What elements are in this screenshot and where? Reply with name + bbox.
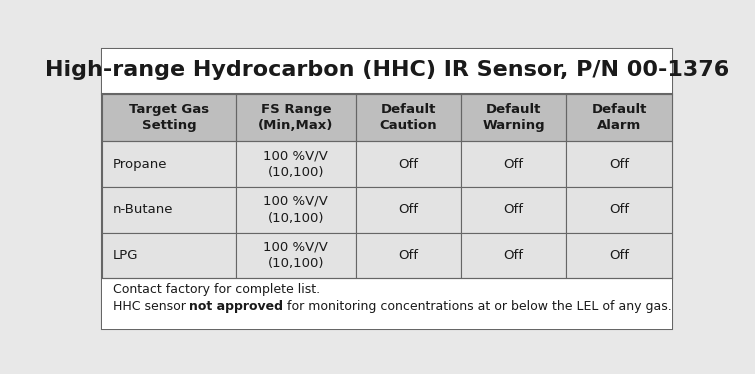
Bar xyxy=(236,187,356,233)
Bar xyxy=(102,94,672,278)
Text: Default
Caution: Default Caution xyxy=(380,103,437,132)
Text: Off: Off xyxy=(399,249,418,262)
Text: Off: Off xyxy=(504,249,524,262)
Text: Default
Alarm: Default Alarm xyxy=(591,103,647,132)
Bar xyxy=(102,141,236,187)
Text: Default
Warning: Default Warning xyxy=(482,103,545,132)
Text: Off: Off xyxy=(504,158,524,171)
Bar xyxy=(461,187,566,233)
Text: for monitoring concentrations at or below the LEL of any gas.: for monitoring concentrations at or belo… xyxy=(283,300,672,313)
Bar xyxy=(461,94,566,141)
Bar xyxy=(102,94,236,141)
Text: Propane: Propane xyxy=(112,158,167,171)
Bar xyxy=(356,94,461,141)
Bar xyxy=(566,141,672,187)
Text: Off: Off xyxy=(609,158,629,171)
Text: not approved: not approved xyxy=(190,300,283,313)
Bar xyxy=(102,233,236,278)
Text: n-Butane: n-Butane xyxy=(112,203,173,216)
Text: Off: Off xyxy=(609,203,629,216)
Text: Contact factory for complete list.: Contact factory for complete list. xyxy=(112,283,319,296)
Text: Off: Off xyxy=(504,203,524,216)
Text: Off: Off xyxy=(609,249,629,262)
Bar xyxy=(102,278,672,328)
Text: Target Gas
Setting: Target Gas Setting xyxy=(129,103,209,132)
Text: 100 %V/V
(10,100): 100 %V/V (10,100) xyxy=(263,195,328,225)
Bar xyxy=(356,141,461,187)
Text: Off: Off xyxy=(399,158,418,171)
Text: HHC sensor: HHC sensor xyxy=(112,300,190,313)
Bar xyxy=(461,141,566,187)
Text: 100 %V/V
(10,100): 100 %V/V (10,100) xyxy=(263,149,328,179)
Text: FS Range
(Min,Max): FS Range (Min,Max) xyxy=(258,103,334,132)
Bar xyxy=(566,187,672,233)
Bar xyxy=(356,233,461,278)
Bar xyxy=(566,94,672,141)
Bar xyxy=(102,94,672,141)
Text: Off: Off xyxy=(399,203,418,216)
Text: LPG: LPG xyxy=(112,249,138,262)
Bar xyxy=(102,49,672,94)
Bar xyxy=(102,187,236,233)
Text: 100 %V/V
(10,100): 100 %V/V (10,100) xyxy=(263,240,328,270)
Bar xyxy=(356,187,461,233)
Bar xyxy=(236,94,356,141)
Text: High-range Hydrocarbon (HHC) IR Sensor, P/N 00-1376: High-range Hydrocarbon (HHC) IR Sensor, … xyxy=(45,60,729,80)
Bar xyxy=(566,233,672,278)
Bar xyxy=(461,233,566,278)
Bar xyxy=(236,233,356,278)
Bar xyxy=(236,141,356,187)
